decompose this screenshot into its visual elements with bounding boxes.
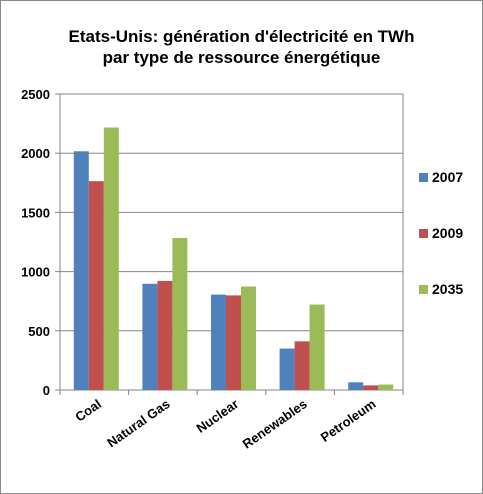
chart-title-line-1: Etats-Unis: génération d'électricité en … xyxy=(68,27,415,46)
bar-2009-natural-gas xyxy=(157,280,173,390)
bar-2007-petroleum xyxy=(348,382,364,390)
bar-2007-renewables xyxy=(279,348,295,390)
bar-2035-petroleum xyxy=(378,384,394,390)
chart-title-line-2: par type de ressource énergétique xyxy=(102,48,381,67)
legend-swatch-2007 xyxy=(419,173,428,182)
legend-label-2035: 2035 xyxy=(432,281,463,297)
bar-2009-coal xyxy=(88,181,104,390)
x-tick-label: Nuclear xyxy=(194,396,242,436)
bar-2007-nuclear xyxy=(211,294,226,390)
legend-label-2009: 2009 xyxy=(432,225,463,241)
chart-title: Etats-Unis: génération d'électricité en … xyxy=(0,26,483,68)
bar-2035-renewables xyxy=(309,304,325,390)
y-tick-label: 0 xyxy=(43,383,50,398)
legend-label-2007: 2007 xyxy=(432,169,463,185)
bar-2035-nuclear xyxy=(241,286,256,390)
x-tick-label: Coal xyxy=(72,396,104,424)
legend-swatch-2035 xyxy=(419,285,428,294)
bar-2007-natural-gas xyxy=(142,283,158,390)
bar-2035-natural-gas xyxy=(172,237,188,390)
bar-2035-coal xyxy=(103,127,119,390)
bar-2009-renewables xyxy=(294,341,310,390)
bar-2007-coal xyxy=(73,151,89,390)
x-tick-label: Renewables xyxy=(240,396,310,451)
y-tick-label: 2500 xyxy=(21,87,50,102)
x-tick-label: Petroleum xyxy=(318,396,379,445)
bar-2009-nuclear xyxy=(226,295,241,390)
y-tick-label: 1500 xyxy=(21,205,50,220)
y-tick-label: 2000 xyxy=(21,146,50,161)
y-tick-label: 1000 xyxy=(21,265,50,280)
bar-2009-petroleum xyxy=(363,385,379,390)
legend-swatch-2009 xyxy=(419,229,428,238)
x-tick-label: Natural Gas xyxy=(104,396,172,450)
y-tick-label: 500 xyxy=(28,324,50,339)
